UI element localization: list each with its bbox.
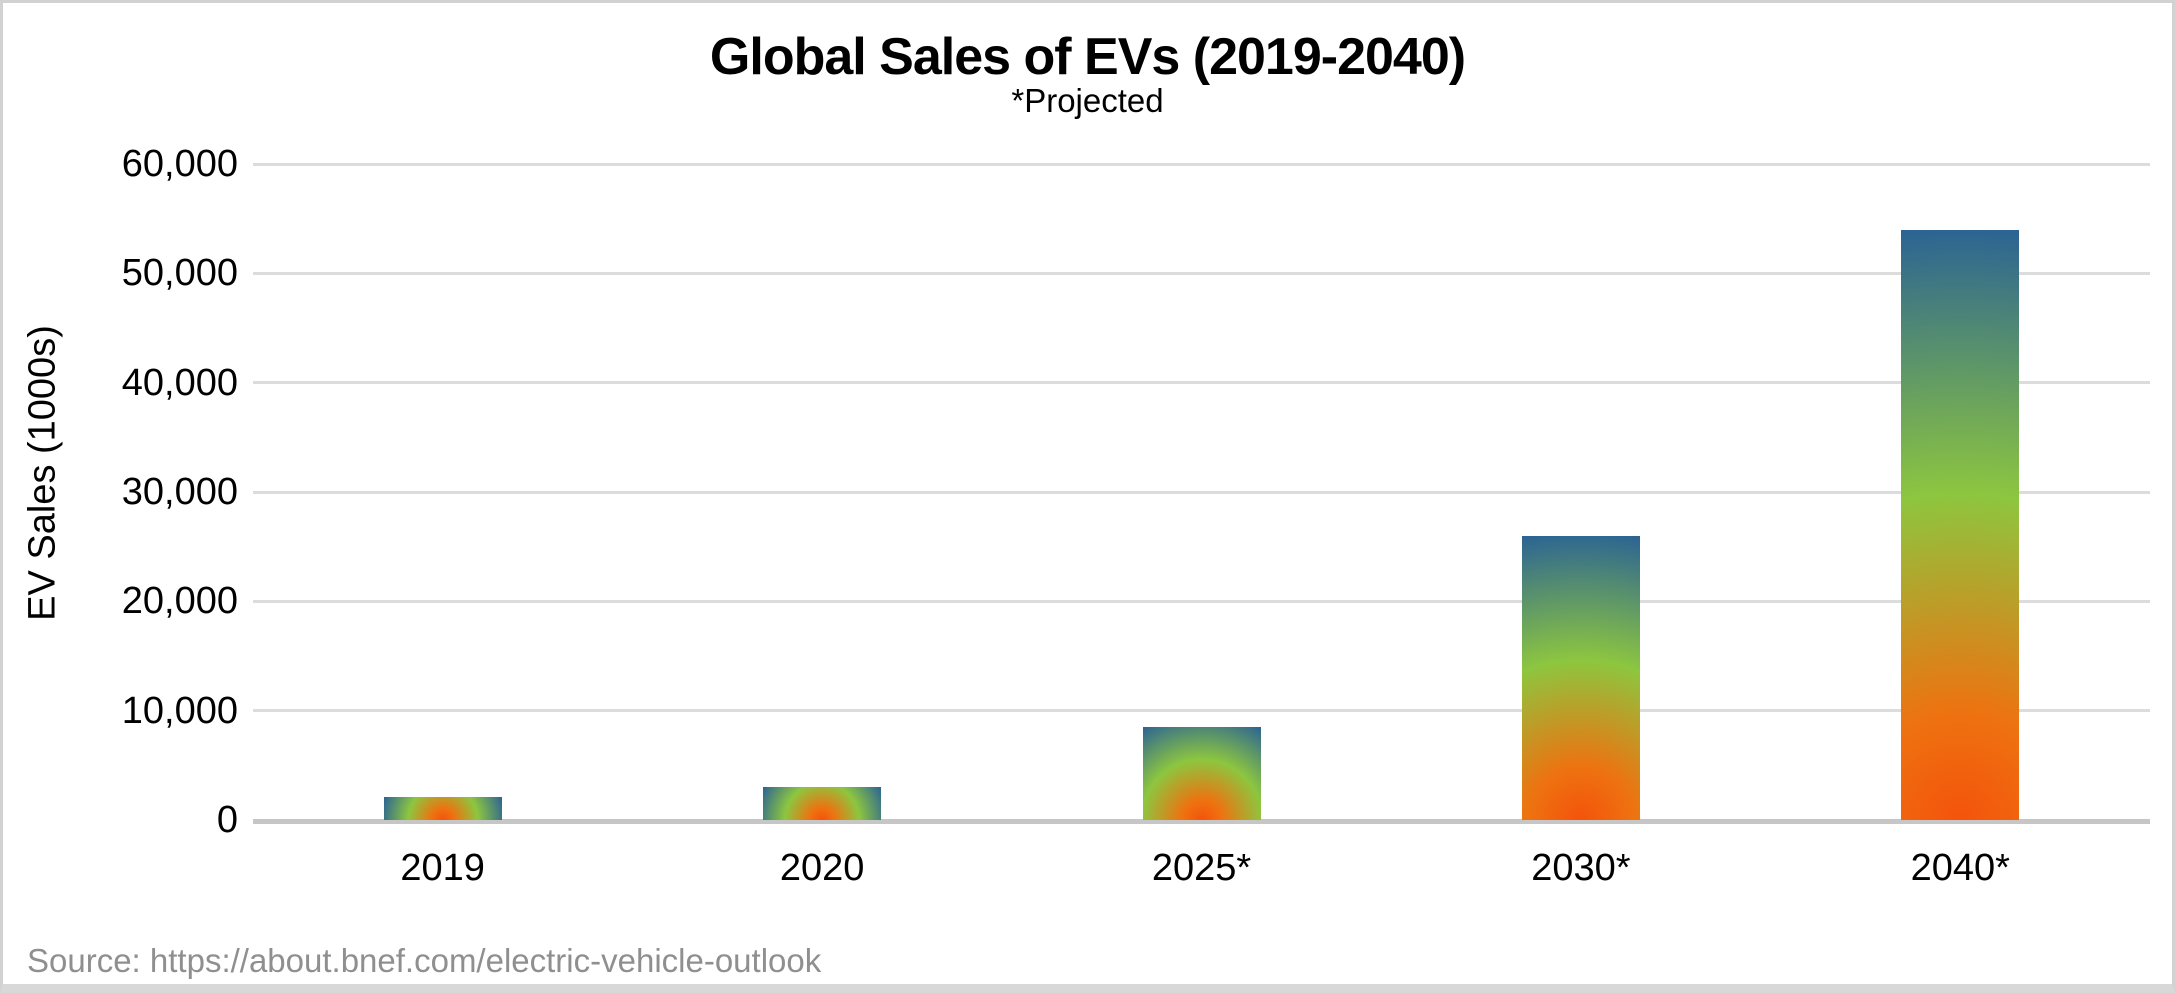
y-tick-label: 0 bbox=[216, 799, 238, 841]
source-text: Source: https://about.bnef.com/electric-… bbox=[27, 942, 822, 979]
y-tick-label: 50,000 bbox=[121, 252, 238, 295]
bar-2040 bbox=[1901, 229, 2020, 820]
x-axis-baseline bbox=[253, 819, 2150, 824]
x-tick-label: 2025* bbox=[1151, 847, 1252, 889]
x-tick-label: 2019 bbox=[400, 847, 485, 889]
y-tick-label: 10,000 bbox=[121, 689, 238, 732]
gridline bbox=[253, 381, 2150, 385]
x-tick-label: 2020 bbox=[779, 847, 865, 889]
gridline bbox=[253, 599, 2150, 603]
x-tick-label: 2030* bbox=[1531, 847, 1631, 889]
gridline bbox=[253, 271, 2150, 275]
bar-2020 bbox=[763, 787, 882, 820]
bar-2025 bbox=[1142, 727, 1261, 820]
gridline bbox=[253, 709, 2150, 713]
gridline bbox=[253, 162, 2150, 166]
chart-title: Global Sales of EVs (2019-2040) bbox=[709, 28, 1466, 86]
chart-subtitle: *Projected bbox=[1011, 82, 1164, 119]
y-tick-label: 60,000 bbox=[121, 143, 238, 185]
y-tick-label: 30,000 bbox=[121, 471, 238, 513]
y-tick-label: 20,000 bbox=[121, 580, 238, 623]
gridline bbox=[253, 490, 2150, 494]
bar-2019 bbox=[383, 797, 502, 820]
y-tick-label: 40,000 bbox=[121, 361, 238, 404]
bar-2030 bbox=[1521, 535, 1640, 820]
x-tick-label: 2040* bbox=[1910, 847, 2010, 889]
